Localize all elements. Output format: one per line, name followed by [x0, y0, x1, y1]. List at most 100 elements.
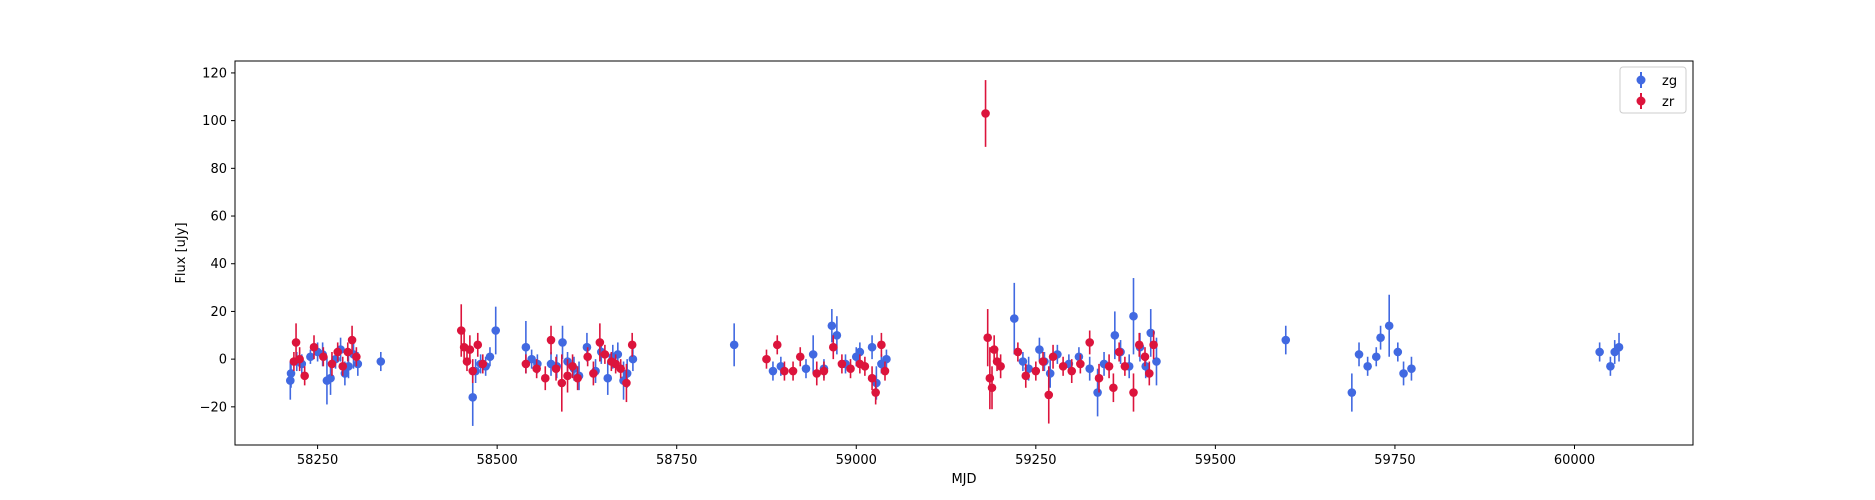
data-point-zg — [603, 373, 613, 383]
data-point-zg — [1606, 361, 1615, 371]
series-zg — [286, 278, 1624, 426]
data-point-zr — [546, 335, 556, 345]
data-point-zg — [1018, 357, 1028, 366]
data-point-zg — [1045, 369, 1055, 378]
data-point-zr — [989, 345, 999, 354]
y-tick-label: 40 — [210, 257, 227, 272]
data-point-zr — [573, 373, 582, 383]
x-tick-label: 58250 — [297, 453, 338, 468]
data-point-zr — [589, 369, 598, 378]
data-point-zr — [352, 352, 361, 362]
data-point-zg — [1363, 361, 1372, 371]
data-point-zg — [832, 330, 842, 340]
data-point-zg — [1407, 364, 1416, 373]
data-point-zr — [1109, 383, 1118, 393]
x-tick-label: 59750 — [1374, 453, 1415, 468]
data-point-zr — [333, 347, 343, 357]
data-point-zr — [551, 364, 561, 373]
data-point-zg — [882, 354, 891, 364]
data-point-zr — [795, 352, 805, 362]
data-point-zr — [871, 388, 880, 397]
data-point-zr — [1058, 361, 1068, 371]
data-point-zr — [627, 340, 637, 350]
data-point-zr — [595, 338, 605, 347]
data-point-zr — [812, 369, 822, 378]
data-point-zg — [1085, 364, 1094, 373]
legend-zg-marker — [1636, 75, 1646, 85]
data-point-zr — [780, 366, 789, 376]
data-point-zr — [343, 347, 353, 357]
data-point-zg — [558, 338, 567, 347]
data-point-zr — [622, 378, 631, 388]
data-point-zr — [762, 354, 771, 364]
data-point-zg — [468, 392, 478, 402]
data-point-zr — [985, 373, 995, 383]
x-axis-label: MJD — [951, 472, 976, 487]
data-point-zr — [291, 338, 301, 347]
data-point-zg — [1074, 352, 1084, 362]
data-point-zr — [880, 366, 890, 376]
data-point-zr — [583, 352, 592, 362]
x-tick-label: 58500 — [476, 453, 517, 468]
data-point-zg — [1347, 388, 1357, 397]
data-point-zr — [867, 373, 877, 383]
data-point-zr — [1145, 369, 1154, 378]
data-point-zr — [1094, 373, 1104, 383]
data-point-zr — [1140, 352, 1150, 362]
data-point-zg — [353, 359, 363, 369]
legend-zr-marker — [1636, 96, 1646, 106]
data-point-zr — [788, 366, 798, 376]
data-point-zg — [855, 347, 865, 357]
x-tick-label: 59250 — [1015, 453, 1056, 468]
y-tick-label: 120 — [202, 66, 227, 81]
data-point-zr — [295, 354, 304, 364]
data-point-zr — [347, 335, 357, 345]
x-tick-label: 58750 — [656, 453, 697, 468]
plot-area — [286, 80, 1624, 426]
data-point-zg — [491, 326, 501, 335]
data-point-zr — [1120, 361, 1130, 371]
x-axis-ticks: 58250 58500 58750 59000 59250 59500 59750 60000 — [297, 445, 1595, 468]
data-point-zg — [1614, 342, 1624, 352]
data-point-zg — [1399, 369, 1408, 378]
data-point-zg — [485, 352, 495, 362]
data-point-zr — [532, 364, 541, 373]
x-tick-label: 59000 — [836, 453, 877, 468]
data-point-zr — [981, 109, 990, 118]
data-point-zr — [828, 342, 838, 352]
legend-box — [1619, 66, 1687, 114]
legend-zg-label: zg — [1662, 74, 1677, 89]
data-point-zg — [1376, 333, 1385, 342]
data-point-zr — [540, 373, 550, 383]
axes-frame — [234, 60, 1694, 446]
y-tick-label: 0 — [219, 353, 227, 368]
data-point-zr — [557, 378, 567, 388]
data-point-zr — [300, 371, 309, 381]
data-point-zr — [1067, 366, 1077, 376]
x-tick-label: 60000 — [1554, 453, 1595, 468]
data-point-zg — [1595, 347, 1604, 357]
data-point-zr — [338, 361, 348, 371]
data-point-zr — [1076, 359, 1085, 369]
x-tick-label: 59500 — [1195, 453, 1236, 468]
data-point-zr — [1031, 366, 1041, 376]
data-point-zg — [613, 350, 623, 359]
y-axis-ticks: −20 0 20 40 60 80 100 120 — [200, 66, 235, 415]
data-point-zr — [772, 340, 782, 350]
y-axis-label: Flux [uJy] — [174, 222, 189, 283]
data-point-zr — [1104, 361, 1114, 371]
data-point-zr — [1048, 352, 1058, 362]
data-point-zr — [563, 371, 572, 381]
data-point-zr — [846, 364, 855, 373]
data-point-zr — [465, 345, 475, 354]
data-point-zr — [478, 359, 488, 369]
data-point-zg — [376, 357, 386, 366]
data-point-zg — [1110, 330, 1120, 340]
data-point-zr — [473, 340, 483, 350]
data-point-zr — [1114, 347, 1124, 357]
y-tick-label: 80 — [210, 162, 227, 177]
data-point-zr — [521, 359, 531, 369]
data-point-zr — [1013, 347, 1023, 357]
data-point-zr — [1038, 357, 1048, 366]
